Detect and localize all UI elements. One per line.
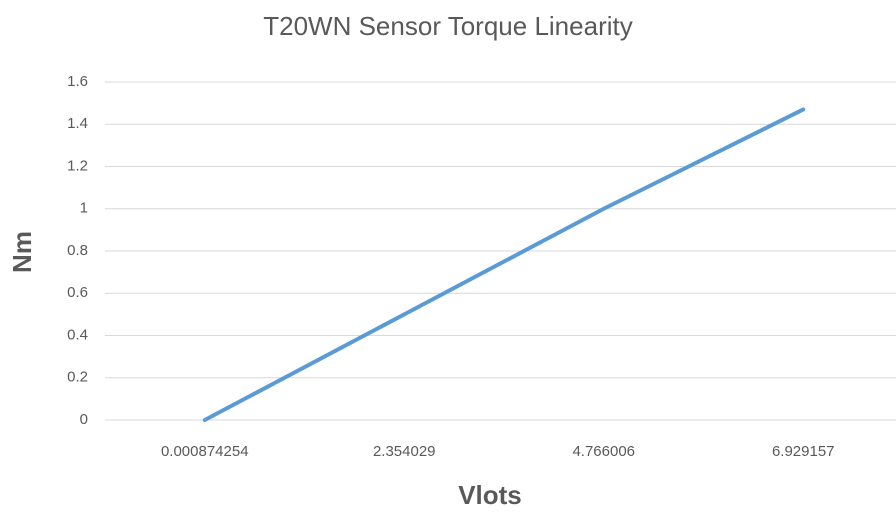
y-tick-label: 1.6 [67, 73, 88, 90]
x-axis-title: Vlots [458, 480, 522, 510]
x-tick-label: 6.929157 [772, 443, 835, 460]
x-tick-label: 4.766006 [572, 443, 635, 460]
y-tick-label: 1.4 [67, 115, 88, 132]
x-tick-label: 2.354029 [373, 443, 436, 460]
y-tick-label: 0.4 [67, 326, 88, 343]
x-tick-label: 0.000874254 [161, 443, 249, 460]
data-line [202, 107, 806, 422]
y-tick-label: 0 [80, 411, 88, 428]
y-tick-label: 1.2 [67, 157, 88, 174]
y-axis-title: Nm [7, 231, 37, 273]
chart-title: T20WN Sensor Torque Linearity [263, 11, 632, 41]
y-tick-label: 0.2 [67, 369, 88, 386]
y-tick-label: 1 [80, 200, 88, 217]
y-tick-label: 0.8 [67, 242, 88, 259]
y-tick-label: 0.6 [67, 284, 88, 301]
